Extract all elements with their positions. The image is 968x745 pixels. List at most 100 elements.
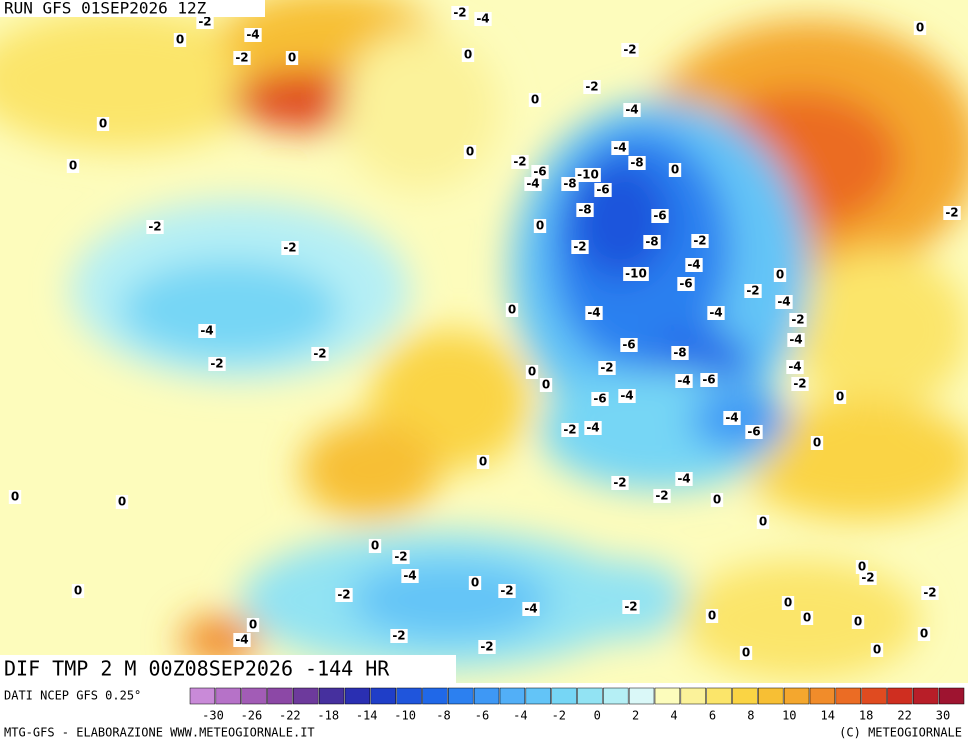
map-label: 0	[69, 159, 77, 173]
map-label-box	[392, 550, 410, 564]
map-label: -8	[578, 203, 591, 217]
map-label-box	[196, 15, 214, 29]
map-label-box	[584, 421, 602, 435]
map-label: -4	[526, 177, 539, 191]
map-label-box	[675, 472, 693, 486]
map-label-box	[791, 377, 809, 391]
scale-swatch	[887, 687, 913, 705]
map-label-box	[921, 586, 939, 600]
map-label: 0	[836, 390, 844, 404]
map-label-box	[594, 183, 612, 197]
scale-tick-label: -26	[241, 709, 263, 723]
map-label: 0	[118, 495, 126, 509]
map-label-box	[461, 48, 475, 62]
map-label: -6	[596, 183, 609, 197]
map-label: -2	[235, 51, 248, 65]
map-label-box	[859, 571, 877, 585]
map-labels: 0-2-4-2 0-2 -400-2-2-4-4-8 0-2-6-4-10-8 -6-8…	[8, 6, 961, 660]
map-label: -2	[923, 586, 936, 600]
map-label-box	[623, 267, 649, 281]
map-label: -8	[673, 346, 686, 360]
map-label-box	[773, 268, 787, 282]
map-label: -4	[777, 295, 790, 309]
map-label-box	[786, 360, 804, 374]
map-label: 0	[854, 615, 862, 629]
header-box	[0, 0, 265, 17]
scale-swatch	[680, 687, 706, 705]
scale-tick-label: -2	[552, 709, 566, 723]
map-label: -2	[793, 377, 806, 391]
map-label-box	[800, 611, 814, 625]
scale-swatch	[938, 687, 965, 705]
scale-tick-label: -8	[436, 709, 450, 723]
map-field	[0, 0, 968, 683]
scale-swatch	[603, 687, 629, 705]
map-label-box	[115, 495, 129, 509]
map-label-box	[700, 373, 718, 387]
map-label: 0	[873, 643, 881, 657]
map-label-box	[66, 159, 80, 173]
map-label: -4	[677, 374, 690, 388]
map-label-box	[789, 313, 807, 327]
scale-swatch	[809, 687, 836, 705]
map-label-box	[71, 584, 85, 598]
map-label: -6	[747, 425, 760, 439]
scale-swatch	[706, 687, 732, 705]
map-label-box	[611, 141, 629, 155]
map-label: -2	[337, 588, 350, 602]
map-label: 0	[813, 436, 821, 450]
map-label: 0	[471, 576, 479, 590]
map-label: -2	[945, 206, 958, 220]
map-label-box	[561, 423, 579, 437]
map-label-box	[96, 117, 110, 131]
scale-swatch	[422, 687, 448, 705]
map-label-box	[285, 51, 299, 65]
map-label-box	[476, 455, 490, 469]
map-label: 0	[671, 163, 679, 177]
scale-tick-label: -22	[279, 709, 301, 723]
color-scale: -30 -26 -22 -18 -14 -10 -8 -6 -4 -2 0 2 4 6 8 10 14 18 22 3…	[189, 687, 965, 723]
map-label: 0	[508, 303, 516, 317]
scale-swatch	[577, 687, 603, 705]
map-label: -2	[624, 600, 637, 614]
map-label-box	[705, 609, 719, 623]
map-label: 0	[479, 455, 487, 469]
map-label-box	[463, 145, 477, 159]
map-label: -4	[625, 103, 638, 117]
map-label: 0	[784, 596, 792, 610]
scale-tick-label: 14	[821, 709, 835, 723]
map-label-box	[173, 33, 187, 47]
map-label: 0	[176, 33, 184, 47]
map-label-box	[539, 378, 553, 392]
map-label: -10	[577, 168, 599, 182]
scale-swatch	[189, 687, 216, 705]
map-label-box	[498, 584, 516, 598]
scale-swatch	[267, 687, 293, 705]
scale-tick-label: 18	[859, 709, 873, 723]
map-label-box	[561, 177, 579, 191]
map-label-box	[620, 338, 638, 352]
scale-swatch	[628, 687, 655, 705]
scale-tick-label: 22	[897, 709, 911, 723]
map-label: 0	[916, 21, 924, 35]
map-label: -4	[476, 12, 489, 26]
map-label: -2	[313, 347, 326, 361]
map-label-box	[668, 163, 682, 177]
map-label: -6	[653, 209, 666, 223]
map-label: -2	[791, 313, 804, 327]
scale-swatch	[499, 687, 526, 705]
map-label-box	[451, 6, 469, 20]
map-label-box	[533, 219, 547, 233]
map-label: 0	[11, 490, 19, 504]
map-label: -2	[655, 489, 668, 503]
map-label-box	[524, 177, 542, 191]
map-label-box	[8, 490, 22, 504]
map-label: -4	[725, 411, 738, 425]
scale-swatch	[318, 687, 345, 705]
map-label-box	[208, 357, 226, 371]
map-label-box	[691, 234, 709, 248]
map-label-box	[390, 629, 408, 643]
map-label: -2	[746, 284, 759, 298]
map-label-box	[478, 640, 496, 654]
map-label: -8	[630, 156, 643, 170]
